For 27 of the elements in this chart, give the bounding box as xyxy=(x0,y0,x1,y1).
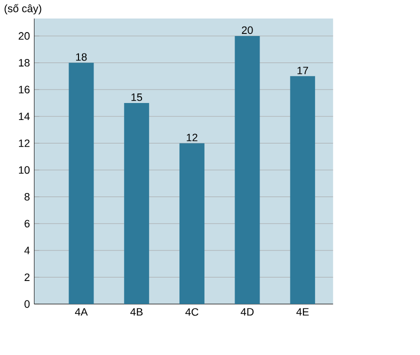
y-tick-label: 20 xyxy=(18,32,30,40)
y-tick-label: 16 xyxy=(18,86,30,94)
x-tick-label: 4C xyxy=(185,308,198,316)
y-tick-label: 12 xyxy=(18,139,30,147)
y-tick-label: 6 xyxy=(24,220,30,228)
y-tick-label: 18 xyxy=(18,59,30,67)
y-axis-title: (số cây) xyxy=(4,4,42,14)
data-label: 12 xyxy=(186,134,198,142)
x-tick-label: 4A xyxy=(74,308,88,316)
y-tick-label: 8 xyxy=(24,193,30,201)
y-tick-label: 0 xyxy=(24,300,30,308)
data-label: 17 xyxy=(298,66,308,74)
bar xyxy=(68,62,94,304)
y-tick-label: 14 xyxy=(18,112,30,120)
bar xyxy=(234,36,260,304)
x-tick-label: 4E xyxy=(296,308,309,316)
data-label: 15 xyxy=(131,94,142,101)
y-tick-label: 2 xyxy=(24,274,30,281)
bar xyxy=(290,76,316,304)
y-tick-label: 10 xyxy=(18,166,30,174)
bar xyxy=(179,143,204,304)
y-tick-label: 4 xyxy=(24,246,30,254)
x-tick-label: 4B xyxy=(130,308,143,316)
x-tick-label: 4D xyxy=(240,308,254,316)
bar xyxy=(124,103,150,304)
data-label: 20 xyxy=(242,26,253,34)
data-label: 18 xyxy=(76,53,87,61)
